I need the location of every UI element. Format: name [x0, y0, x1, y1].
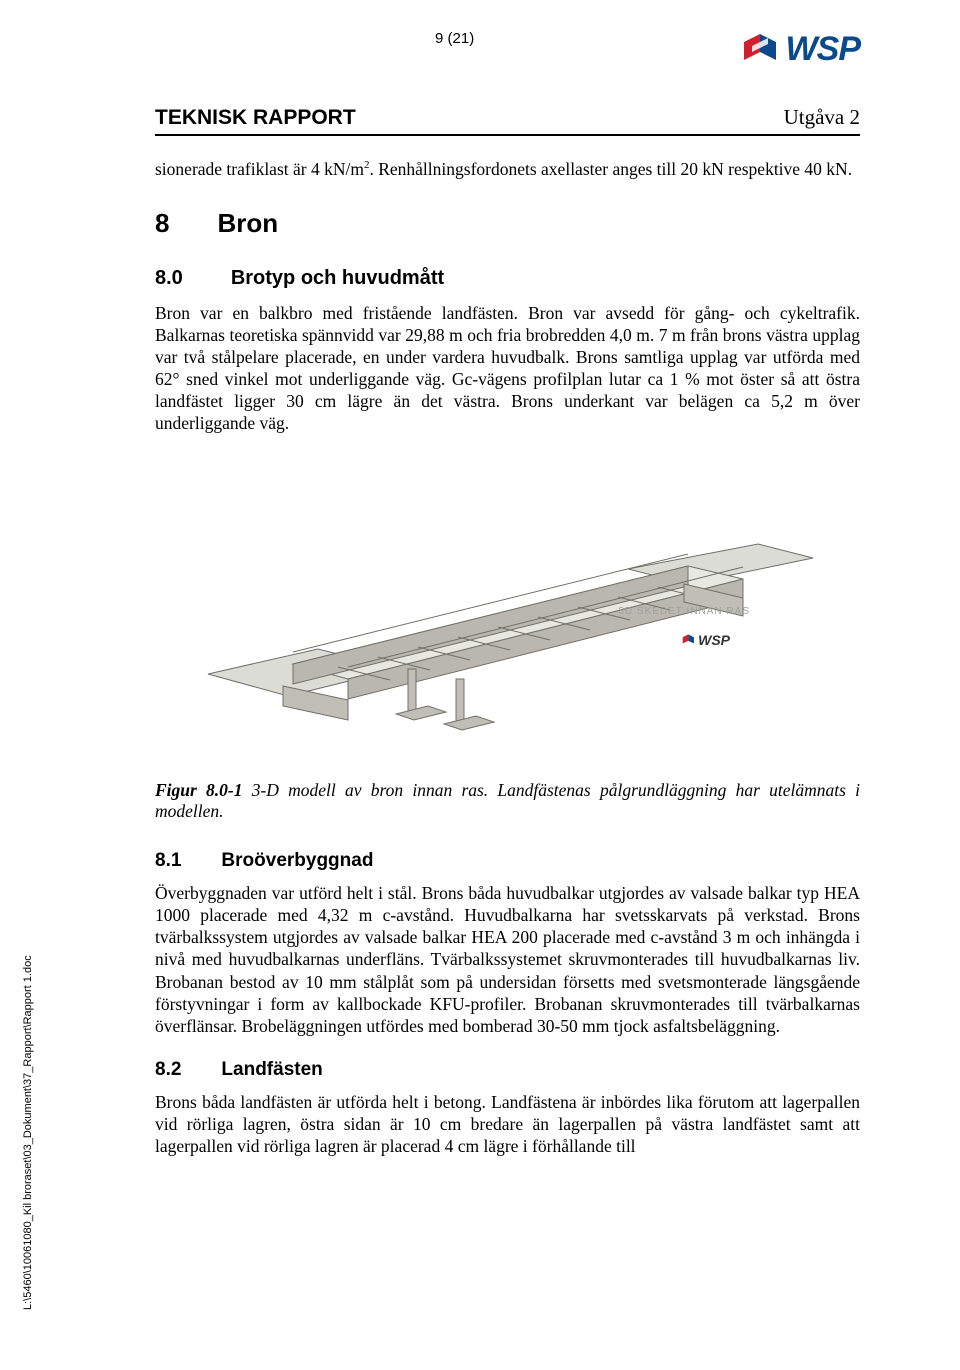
page-number: 9 (21): [435, 30, 474, 47]
side-filepath: L:\5460\10061080_Kil broraset\03_Dokumen…: [22, 955, 34, 1310]
intro-paragraph: sionerade trafiklast är 4 kN/m2. Renhåll…: [155, 158, 860, 180]
heading-8-0: 8.0 Brotyp och huvudmått: [155, 267, 860, 290]
heading-8-2-title: Landfästen: [221, 1059, 322, 1081]
title-block: TEKNISK RAPPORT Utgåva 2: [155, 105, 860, 136]
wsp-logo-text: WSP: [786, 30, 860, 69]
doc-title: TEKNISK RAPPORT: [155, 106, 356, 130]
intro-b: . Renhållningsfordonets axellaster anges…: [369, 159, 852, 179]
heading-8-1-title: Broöverbyggnad: [221, 850, 373, 872]
bridge-3d-icon: [198, 474, 818, 734]
heading-8-0-title: Brotyp och huvudmått: [231, 267, 444, 290]
heading-8-2-num: 8.2: [155, 1059, 181, 1081]
header: 9 (21) WSP: [155, 30, 860, 69]
figure-caption: Figur 8.0-1 3-D modell av bron innan ras…: [155, 780, 860, 822]
figure-caption-lead: Figur 8.0-1: [155, 780, 243, 800]
figure-logo-text: WSP: [698, 632, 730, 648]
body-8-1: Överbyggnaden var utförd helt i stål. Br…: [155, 882, 860, 1036]
heading-8-0-num: 8.0: [155, 267, 183, 290]
heading-8-num: 8: [155, 208, 169, 239]
figure-8-0-1: 3D SKEDET INNAN RAS WSP: [155, 454, 860, 754]
heading-8-title: Bron: [217, 208, 278, 239]
edition: Utgåva 2: [784, 105, 860, 130]
wsp-logo-icon: [742, 32, 782, 68]
body-8-0: Bron var en balkbro med fristående landf…: [155, 302, 860, 434]
heading-8-1: 8.1 Broöverbyggnad: [155, 850, 860, 872]
heading-8-2: 8.2 Landfästen: [155, 1059, 860, 1081]
page: L:\5460\10061080_Kil broraset\03_Dokumen…: [0, 0, 960, 1370]
figure-logo-icon: [682, 633, 696, 647]
figure-caption-text: 3-D modell av bron innan ras. Landfästen…: [155, 780, 860, 821]
figure-logo: WSP: [682, 632, 730, 648]
heading-8-1-num: 8.1: [155, 850, 181, 872]
body-8-2: Brons båda landfästen är utförda helt i …: [155, 1091, 860, 1157]
heading-8: 8 Bron: [155, 208, 860, 239]
intro-a: sionerade trafiklast är 4 kN/m: [155, 159, 364, 179]
figure-subtitle: 3D SKEDET INNAN RAS: [618, 606, 750, 617]
wsp-logo: WSP: [742, 30, 860, 69]
